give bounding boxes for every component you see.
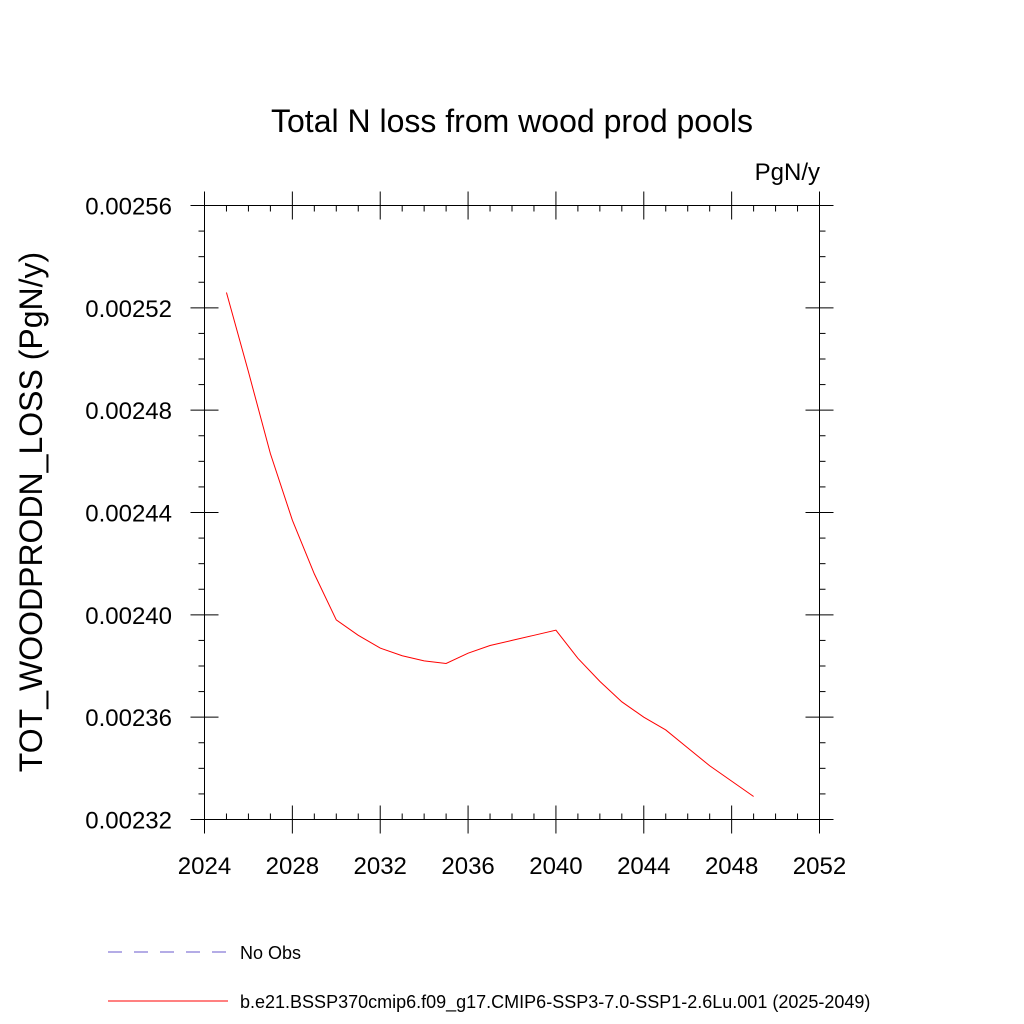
x-tick-label: 2032 [354,853,407,880]
y-minor-ticks [198,230,826,795]
x-tick-label: 2052 [793,853,846,880]
x-tick-label: 2036 [441,853,494,880]
x-tick-label: 2044 [617,853,670,880]
units-label: PgN/y [755,159,820,186]
y-axis-label: TOT_WOODPRODN_LOSS (PgN/y) [13,252,49,772]
y-tick-label: 0.00248 [85,398,172,425]
x-tick-label: 2048 [705,853,758,880]
x-tick-label: 2028 [266,853,319,880]
legend-label-no-obs: No Obs [240,943,301,963]
y-ticks: 0.00232 0.00236 0.00240 0.00244 0.00248 0.002… [85,194,834,835]
legend-label-model: b.e21.BSSP370cmip6.f09_g17.CMIP6-SSP3-7.… [240,992,870,1013]
y-tick-label: 0.00244 [85,501,172,528]
y-tick-label: 0.00232 [85,808,172,835]
series-group [225,292,754,797]
x-tick-label: 2040 [529,853,582,880]
y-tick-label: 0.00252 [85,296,172,323]
x-tick-label: 2024 [178,853,231,880]
y-tick-label: 0.00240 [85,603,172,630]
plot-frame [204,205,820,820]
series-line [225,292,754,797]
y-tick-label: 0.00256 [85,194,172,221]
y-tick-label: 0.00236 [85,705,172,732]
x-minor-ticks [225,205,799,820]
x-ticks: 2024 2028 2032 2036 2040 2044 2048 2052 [178,191,846,880]
chart-title: Total N loss from wood prod pools [271,103,753,139]
